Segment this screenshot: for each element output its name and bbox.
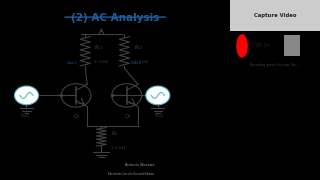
Text: (2) AC Analysis: (2) AC Analysis <box>71 13 159 23</box>
Text: $R_E$: $R_E$ <box>111 129 118 138</box>
Text: $V_{in2}$: $V_{in2}$ <box>154 111 164 120</box>
Circle shape <box>236 34 248 58</box>
Text: $V_{out1}$: $V_{out1}$ <box>66 59 77 67</box>
Text: 00:34: 00:34 <box>255 43 271 48</box>
Text: Electronic Circuits Second Edition: Electronic Circuits Second Edition <box>108 172 154 176</box>
Text: $Q_1$: $Q_1$ <box>73 112 81 121</box>
Text: $V_{out2}$: $V_{out2}$ <box>130 59 142 67</box>
Text: $V_{in1}$: $V_{in1}$ <box>20 111 30 120</box>
Text: $Q_2$: $Q_2$ <box>124 112 132 121</box>
Text: Capture Video: Capture Video <box>254 13 296 18</box>
Text: Antonio Wozawa: Antonio Wozawa <box>125 163 154 167</box>
Circle shape <box>14 86 38 105</box>
Text: 3.3 kΩ: 3.3 kΩ <box>94 60 108 64</box>
FancyBboxPatch shape <box>230 0 320 31</box>
Text: Recording (press S to stop, Rec...: Recording (press S to stop, Rec... <box>250 63 300 67</box>
Text: 2.2 kΩ: 2.2 kΩ <box>111 146 125 150</box>
Text: $R_{C1}$: $R_{C1}$ <box>94 43 104 52</box>
Text: 3.3 kΩ: 3.3 kΩ <box>134 60 148 64</box>
Circle shape <box>146 86 170 105</box>
Text: $R_{C2}$: $R_{C2}$ <box>134 43 143 52</box>
FancyBboxPatch shape <box>284 35 300 56</box>
